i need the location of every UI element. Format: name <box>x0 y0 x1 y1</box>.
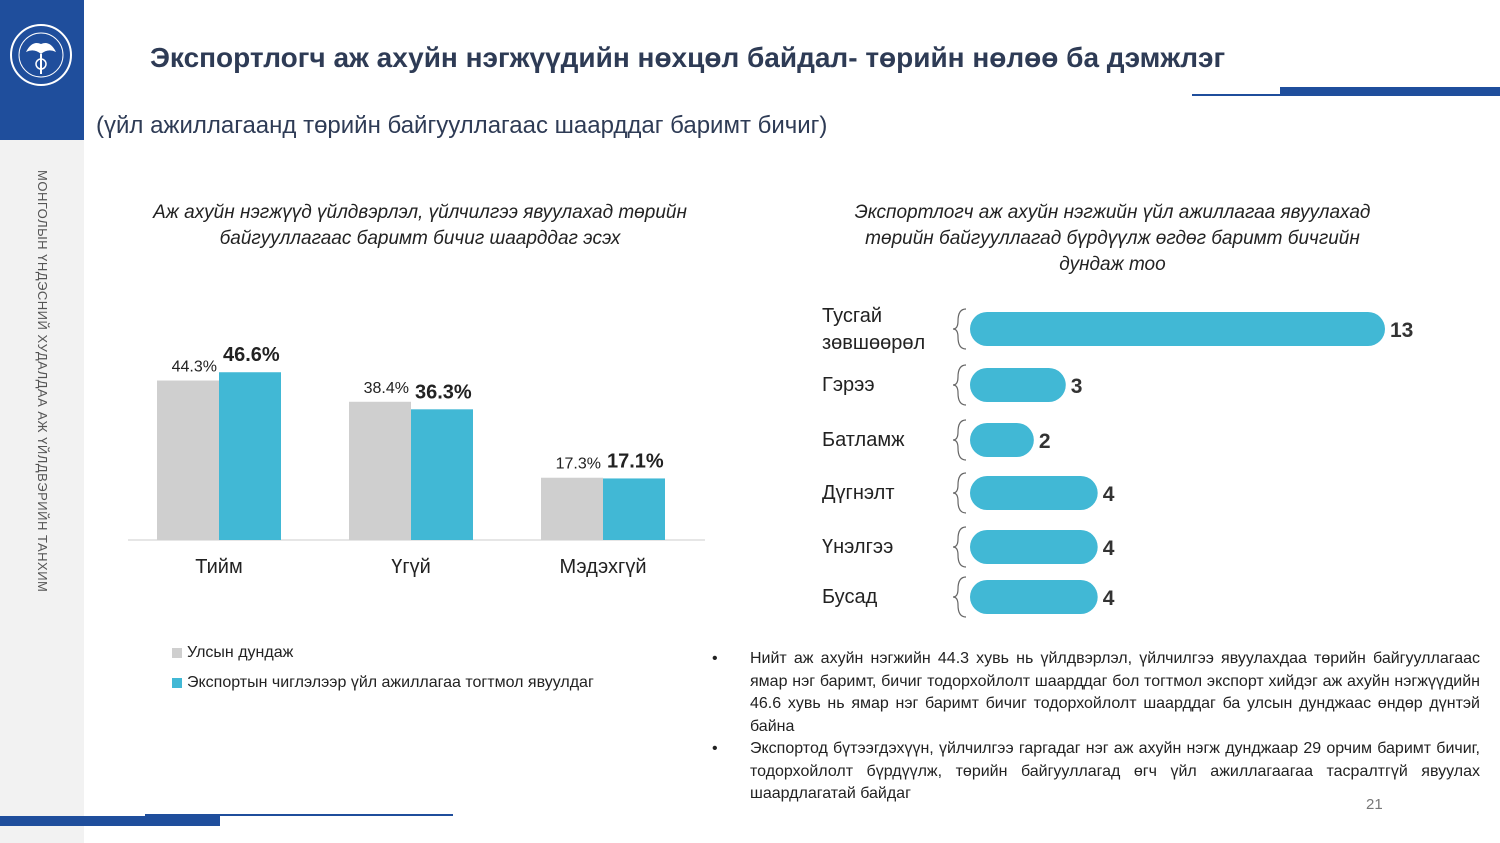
category-label: Батламж <box>822 429 905 451</box>
bracket-icon <box>952 576 967 618</box>
right-bar-chart: Тусгай зөвшөөрөл 13 Гэрээ 3 Батламж 2 Дүгнэлт 4 Ү… <box>822 305 1413 618</box>
chamber-emblem-icon <box>10 24 72 86</box>
category-label: Гэрээ <box>822 374 875 396</box>
sidebar: МОНГОЛЫН ҮНДЭСНИЙ ХУДАЛДАА АЖ ҮЙЛДВЭРИЙН… <box>0 0 84 843</box>
bar <box>970 368 1066 402</box>
legend-swatch-gray <box>172 648 182 658</box>
logo-block <box>0 0 84 140</box>
data-label: 36.3% <box>415 381 472 403</box>
legend-item-exporters: Экспортын чиглэлээр үйл ажиллагаа тогтмо… <box>172 668 594 698</box>
bullet-symbol: • <box>712 740 718 757</box>
left-bar-chart: 44.3% 46.6% Тийм 38.4% 36.3% Үгүй 17.3% 17.1% Мэ… <box>128 344 705 578</box>
data-label: 4 <box>1103 587 1115 610</box>
data-label: 4 <box>1103 483 1115 506</box>
title-underline-thick <box>1280 87 1500 96</box>
bar <box>603 478 665 540</box>
right-chart-title: Экспортлогч аж ахуйн нэгжийн үйл ажиллаг… <box>854 202 1371 275</box>
bar <box>349 401 411 540</box>
data-label: 17.1% <box>607 450 664 472</box>
bar <box>970 423 1034 457</box>
data-label: 46.6% <box>223 344 280 366</box>
sidebar-vertical-text: МОНГОЛЫН ҮНДЭСНИЙ ХУДАЛДАА АЖ ҮЙЛДВЭРИЙН… <box>35 170 50 593</box>
bar <box>541 477 603 540</box>
bar <box>411 409 473 540</box>
category-label: Дүгнэлт <box>822 482 894 504</box>
footer-bar-thick <box>0 816 220 826</box>
category-label: Тийм <box>195 556 242 578</box>
category-label: Бусад <box>822 586 878 608</box>
bar <box>219 372 281 540</box>
legend-label-national-average: Улсын дундаж <box>187 644 294 661</box>
bullet-item: • Нийт аж ахуйн нэгжийн 44.3 хувь нь үйл… <box>710 648 1480 738</box>
bar <box>970 312 1385 346</box>
bar <box>970 580 1098 614</box>
footer-bar-thin <box>145 814 453 816</box>
page-number: 21 <box>1366 796 1383 813</box>
legend-item-national-average: Улсын дундаж <box>172 638 594 668</box>
bar <box>970 530 1098 564</box>
bar <box>970 476 1098 510</box>
bar <box>157 380 219 540</box>
bullet-text: Экспортод бүтээгдэхүүн, үйлчилгээ гаргад… <box>750 740 1480 802</box>
bullet-symbol: • <box>712 650 718 667</box>
bullet-text: Нийт аж ахуйн нэгжийн 44.3 хувь нь үйлдв… <box>750 650 1480 735</box>
bracket-icon <box>952 364 967 406</box>
bracket-icon <box>952 419 967 461</box>
data-label: 4 <box>1103 537 1115 560</box>
page-subtitle: (үйл ажиллагаанд төрийн байгууллагаас ша… <box>96 112 828 139</box>
page-title: Экспортлогч аж ахуйн нэгжүүдийн нөхцөл б… <box>150 42 1226 73</box>
data-label: 38.4% <box>364 380 409 397</box>
bullet-item: • Экспортод бүтээгдэхүүн, үйлчилгээ гарг… <box>710 738 1480 806</box>
category-label: Тусгай зөвшөөрөл <box>822 305 925 354</box>
data-label: 3 <box>1071 375 1083 398</box>
data-label: 13 <box>1390 319 1413 342</box>
category-label: Мэдэхгүй <box>560 556 647 578</box>
data-label: 44.3% <box>172 359 217 376</box>
legend-swatch-teal <box>172 678 182 688</box>
data-label: 17.3% <box>556 456 601 473</box>
bracket-icon <box>952 472 967 514</box>
left-chart-legend: Улсын дундаж Экспортын чиглэлээр үйл ажи… <box>172 638 594 698</box>
bullet-list: • Нийт аж ахуйн нэгжийн 44.3 хувь нь үйл… <box>710 648 1480 806</box>
category-label: Үгүй <box>391 556 431 578</box>
legend-label-exporters: Экспортын чиглэлээр үйл ажиллагаа тогтмо… <box>187 674 594 691</box>
data-label: 2 <box>1039 430 1051 453</box>
bracket-icon <box>952 526 967 568</box>
bracket-icon <box>952 308 967 350</box>
category-label: Үнэлгээ <box>822 536 893 558</box>
left-chart-title: Аж ахуйн нэгжүүд үйлдвэрлэл, үйлчилгээ я… <box>153 202 687 249</box>
